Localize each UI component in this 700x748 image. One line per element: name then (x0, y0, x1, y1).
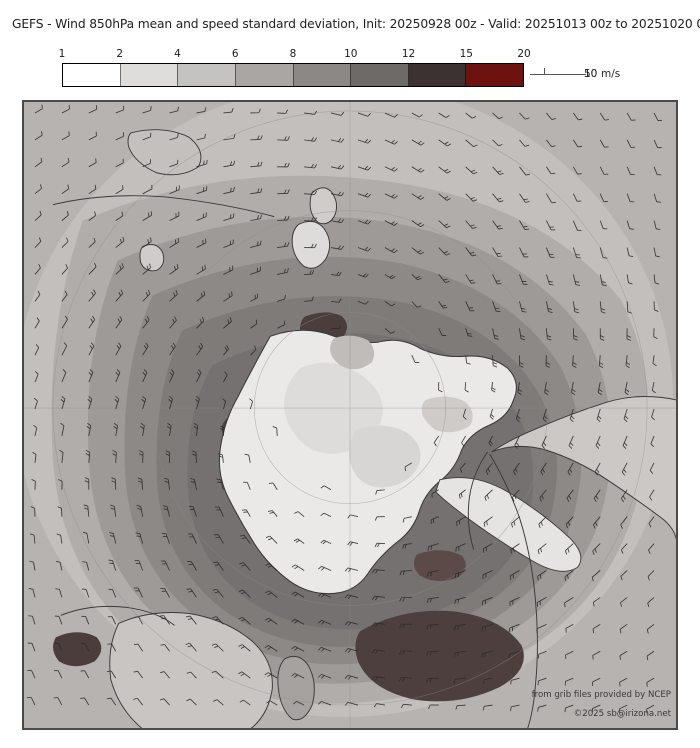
south-america-west-coast (467, 451, 488, 550)
colorbar-tick-20: 20 (517, 48, 531, 60)
colorbar-segment-12-15 (408, 64, 467, 86)
australia-landmass (127, 129, 202, 176)
antarctica-plateau-shade (349, 425, 421, 488)
graticule-parallel-20 (52, 110, 648, 706)
graticule-parallel-40 (152, 210, 548, 606)
colorbar-segment-10-12 (351, 64, 409, 86)
southern-africa-landmass (109, 612, 273, 729)
colorbar-segment-1-2 (63, 64, 121, 86)
colorbar-tick-10: 10 (344, 48, 358, 60)
colorbar-legend: 1 2 4 6 8 10 12 15 20 (58, 48, 531, 90)
antarctic-peninsula (435, 477, 582, 572)
colorbar-tick-labels: 1 2 4 6 8 10 12 15 20 (58, 48, 531, 62)
africa-west-arc (60, 605, 175, 626)
map-border (23, 101, 677, 729)
page-title: GEFS - Wind 850hPa mean and speed standa… (12, 17, 700, 31)
attribution-source: from grib files provided by NCEP (531, 690, 671, 700)
graticule-parallel-60 (253, 312, 447, 505)
colorbar-tick-8: 8 (289, 48, 297, 60)
colorbar-segment-4-6 (178, 64, 236, 86)
barb-legend-unit: m/s (601, 68, 621, 80)
antarctica-weddell-shade (421, 396, 473, 433)
south-america-east-coast (489, 453, 538, 729)
map-layers (23, 101, 677, 729)
colorbar-swatches (62, 63, 524, 87)
attribution-copyright: ©2025 sb@irizona.net (573, 709, 671, 719)
wind-barbs-layer (27, 104, 663, 714)
wind-barb-legend: 50 10 m/s (524, 48, 700, 90)
colorbar-segment-8-10 (293, 64, 352, 86)
antarctica-ross-sea-inlet (330, 335, 375, 370)
barb-staff-icon (530, 74, 586, 75)
new-zealand-south-island (291, 220, 331, 269)
colorbar-tick-4: 4 (174, 48, 181, 60)
map-canvas[interactable]: from grib files provided by NCEP ©2025 s… (22, 100, 678, 730)
barb-legend-value-50: 50 (584, 68, 598, 80)
coastlines-layer (52, 129, 677, 729)
maximum-patch-peninsula (413, 550, 466, 582)
colorbar-tick-6: 6 (231, 48, 239, 60)
colorbar-tick-12: 12 (401, 48, 416, 60)
colorbar-segment-15-20 (466, 64, 523, 86)
tasmania-landmass (139, 244, 165, 272)
new-zealand-north-island (309, 187, 338, 225)
graticule-layer (23, 101, 677, 729)
maximum-patch-southwest (53, 632, 102, 667)
colorbar-segment-2-4 (120, 64, 179, 86)
colorbar-tick-2: 2 (116, 48, 124, 60)
title-bar: GEFS - Wind 850hPa mean and speed standa… (0, 0, 700, 48)
south-america-landmass (491, 396, 677, 546)
australia-south-coast (52, 195, 275, 218)
south-polar-map[interactable] (23, 101, 677, 729)
maximum-patch-east (355, 610, 524, 702)
barb-flag-tick-icon (544, 68, 545, 75)
barb-legend-value-10: 10 (584, 68, 598, 80)
colorbar-tick-1: 1 (58, 48, 66, 60)
madagascar-landmass (277, 655, 315, 721)
colorbar-segment-6-8 (235, 64, 294, 86)
colorbar-tick-15: 15 (459, 48, 473, 60)
